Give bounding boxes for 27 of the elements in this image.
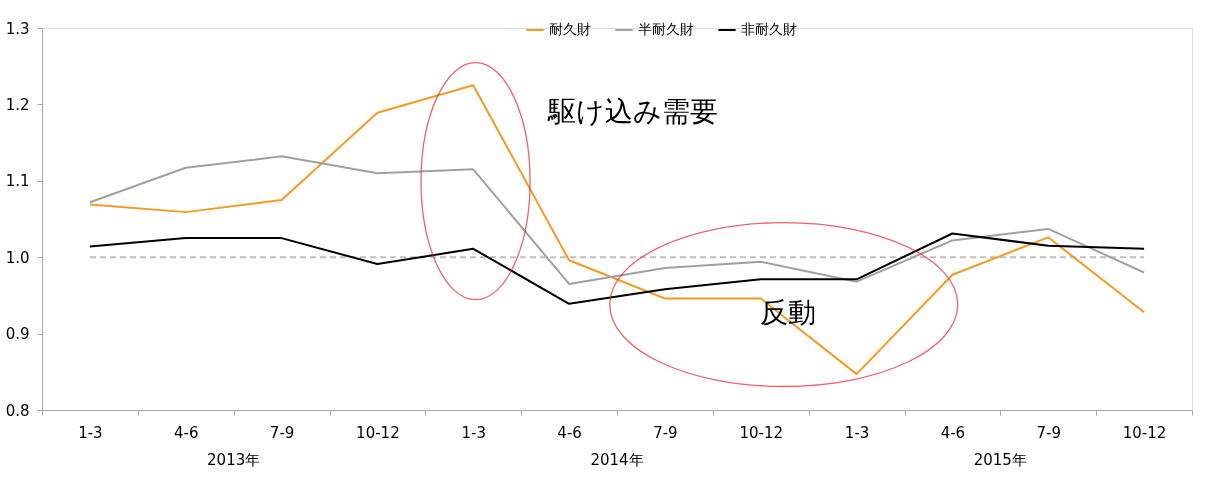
annotation: 駆け込み需要 <box>547 95 719 129</box>
x-tick-label: 10-12 <box>739 423 784 442</box>
x-tick-label: 10-12 <box>356 423 400 442</box>
x-tick-label: 4-6 <box>557 423 582 442</box>
x-tick-label: 7-9 <box>269 423 295 442</box>
x-tick-label: 1-3 <box>78 423 103 442</box>
y-tick-label: 0.9 <box>5 325 30 344</box>
line-series <box>88 84 1146 376</box>
text: 2015年 <box>973 451 1027 469</box>
legend-label: 耐久財 <box>549 21 591 37</box>
y-tick-label: 1.3 <box>5 19 30 38</box>
text: 2013年 <box>207 451 261 469</box>
x-tick-label: 7-9 <box>1036 423 1061 442</box>
legend-label: 半耐久財 <box>638 21 694 37</box>
text: 2014年 <box>590 451 644 469</box>
x-tick-label: 1-3 <box>461 423 486 442</box>
y-tick-label: 1.2 <box>5 95 30 114</box>
legend-label: 非耐久財 <box>741 21 797 37</box>
line-series <box>88 155 1146 285</box>
y-tick-label: 0.8 <box>5 401 30 420</box>
y-tick-label: 1.0 <box>5 248 30 267</box>
x-tick-label: 4-6 <box>940 423 966 442</box>
x-tick-label: 7-9 <box>653 423 678 442</box>
x-tick-label: 10-12 <box>1122 423 1167 442</box>
x-tick-label: 1-3 <box>844 423 870 442</box>
x-tick-label: 4-6 <box>174 423 199 442</box>
y-tick-label: 1.1 <box>5 172 30 191</box>
